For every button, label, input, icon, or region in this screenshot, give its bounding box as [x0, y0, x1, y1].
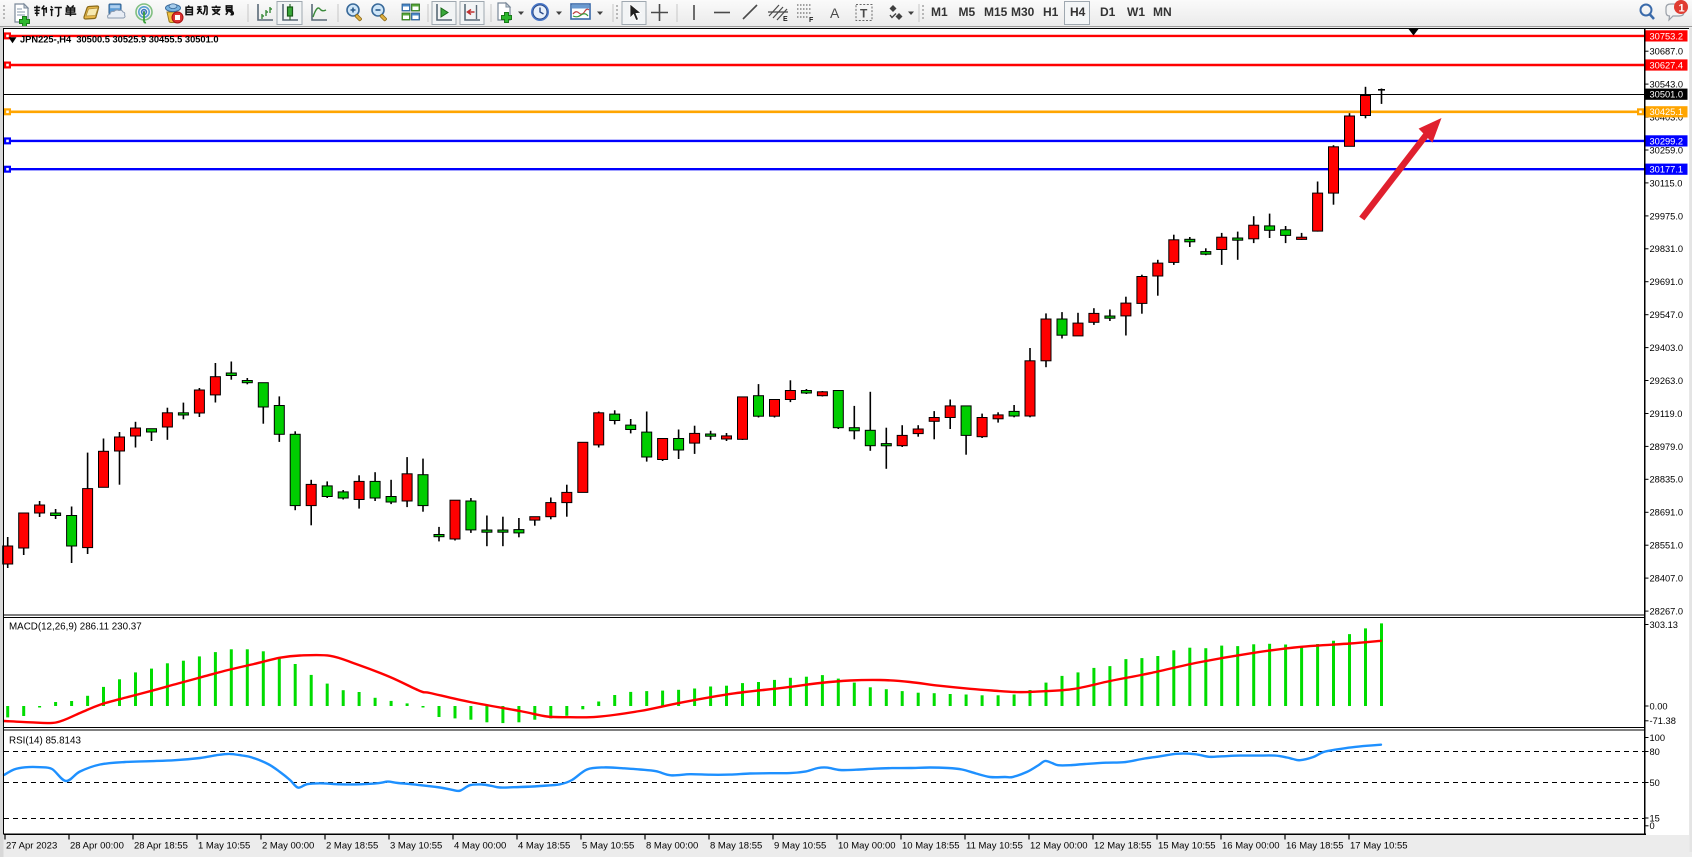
svg-text:1: 1: [1679, 3, 1685, 15]
svg-text:16 May 00:00: 16 May 00:00: [1222, 841, 1280, 852]
svg-text:28 Apr 18:55: 28 Apr 18:55: [134, 841, 188, 852]
svg-text:10 May 00:00: 10 May 00:00: [838, 841, 896, 852]
svg-text:28691.0: 28691.0: [1650, 508, 1684, 518]
svg-text:11 May 10:55: 11 May 10:55: [966, 841, 1023, 852]
svg-text:A: A: [830, 5, 840, 21]
svg-text:29831.0: 29831.0: [1650, 244, 1684, 254]
svg-text:15: 15: [1650, 813, 1660, 823]
svg-text:30627.4: 30627.4: [1650, 60, 1684, 70]
svg-text:JPN225-,H4 30500.5 30525.9 30: JPN225-,H4 30500.5 30525.9 30455.5 30501…: [20, 35, 219, 45]
svg-text:29975.0: 29975.0: [1650, 211, 1684, 221]
svg-text:28551.0: 28551.0: [1650, 541, 1684, 551]
svg-text:27 Apr 2023: 27 Apr 2023: [6, 841, 57, 852]
svg-text:30425.1: 30425.1: [1650, 107, 1684, 117]
svg-text:MACD(12,26,9) 286.11 230.37: MACD(12,26,9) 286.11 230.37: [9, 622, 142, 633]
svg-text:29119.0: 29119.0: [1650, 409, 1683, 419]
svg-text:30687.0: 30687.0: [1650, 47, 1684, 57]
svg-text:-71.38: -71.38: [1650, 716, 1676, 726]
svg-text:29403.0: 29403.0: [1650, 343, 1684, 353]
svg-text:30753.2: 30753.2: [1650, 31, 1684, 41]
svg-text:3 May 10:55: 3 May 10:55: [390, 841, 442, 852]
svg-text:28267.0: 28267.0: [1650, 607, 1684, 617]
svg-text:50: 50: [1650, 778, 1660, 788]
svg-text:30299.2: 30299.2: [1650, 136, 1684, 146]
svg-text:16 May 18:55: 16 May 18:55: [1286, 841, 1344, 852]
svg-text:100: 100: [1650, 733, 1666, 743]
svg-text:2 May 00:00: 2 May 00:00: [262, 841, 314, 852]
svg-text:F: F: [809, 17, 814, 24]
svg-text:17 May 10:55: 17 May 10:55: [1350, 841, 1408, 852]
svg-text:30115.0: 30115.0: [1650, 178, 1683, 188]
svg-text:15 May 10:55: 15 May 10:55: [1158, 841, 1216, 852]
svg-text:E: E: [783, 16, 788, 23]
svg-text:29547.0: 29547.0: [1650, 310, 1684, 320]
svg-text:10 May 18:55: 10 May 18:55: [902, 841, 960, 852]
svg-text:30543.0: 30543.0: [1650, 80, 1684, 90]
svg-text:29691.0: 29691.0: [1650, 277, 1684, 287]
svg-text:4 May 00:00: 4 May 00:00: [454, 841, 506, 852]
svg-text:30501.0: 30501.0: [1650, 90, 1684, 100]
svg-text:303.13: 303.13: [1650, 620, 1678, 630]
svg-text:80: 80: [1650, 747, 1660, 757]
svg-text:30403.0: 30403.0: [1650, 113, 1684, 123]
svg-text:8 May 18:55: 8 May 18:55: [710, 841, 762, 852]
svg-text:30259.0: 30259.0: [1650, 145, 1684, 155]
svg-text:28835.0: 28835.0: [1650, 475, 1684, 485]
svg-text:12 May 00:00: 12 May 00:00: [1030, 841, 1088, 852]
svg-text:29263.0: 29263.0: [1650, 376, 1684, 386]
svg-text:1 May 10:55: 1 May 10:55: [198, 841, 250, 852]
svg-text:28 Apr 00:00: 28 Apr 00:00: [70, 841, 124, 852]
svg-text:8 May 00:00: 8 May 00:00: [646, 841, 698, 852]
svg-text:0.00: 0.00: [1650, 701, 1668, 711]
svg-text:T: T: [860, 7, 868, 21]
svg-text:28979.0: 28979.0: [1650, 442, 1684, 452]
svg-text:9 May 10:55: 9 May 10:55: [774, 841, 826, 852]
svg-text:2 May 18:55: 2 May 18:55: [326, 841, 378, 852]
svg-text:28407.0: 28407.0: [1650, 574, 1684, 584]
svg-text:4 May 18:55: 4 May 18:55: [518, 841, 570, 852]
svg-text:0: 0: [1650, 821, 1655, 831]
svg-text:12 May 18:55: 12 May 18:55: [1094, 841, 1152, 852]
svg-text:30177.1: 30177.1: [1650, 165, 1684, 175]
svg-text:RSI(14) 85.8143: RSI(14) 85.8143: [9, 736, 81, 747]
svg-text:5 May 10:55: 5 May 10:55: [582, 841, 634, 852]
